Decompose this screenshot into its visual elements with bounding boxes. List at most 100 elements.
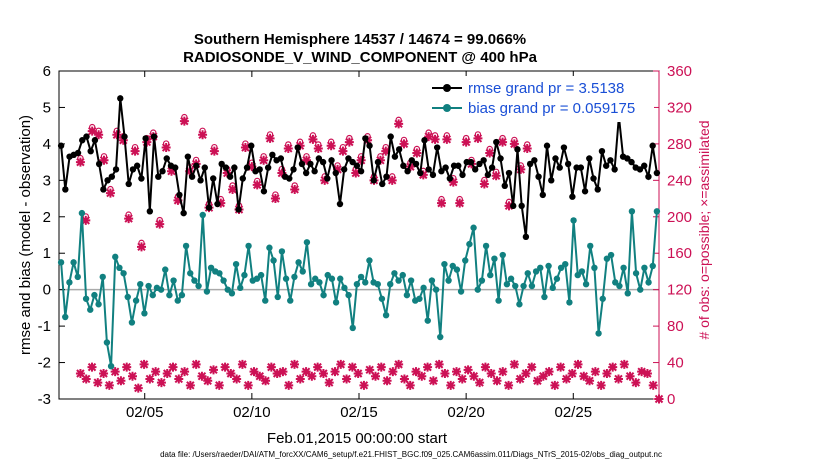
rmse-point: [607, 157, 614, 164]
rmse-point: [74, 149, 82, 157]
obs-assimilated-low-marker: [573, 359, 583, 369]
obs-assimilated-marker: [344, 137, 354, 147]
rmse-point: [518, 202, 525, 210]
obs-assimilated-low-marker: [272, 368, 282, 378]
bias-point: [203, 288, 211, 295]
rmse-point: [535, 173, 542, 180]
legend: rmse grand pr = 3.5138 bias grand pr = 0…: [428, 76, 654, 122]
obs-assimilated-low-marker: [405, 380, 415, 390]
obs-assimilated-low-marker: [428, 376, 438, 386]
bias-point: [582, 281, 590, 288]
obs-assimilated-low-marker: [480, 362, 490, 372]
obs-assimilated-low-marker: [318, 368, 328, 378]
bias-point: [220, 277, 227, 284]
obs-assimilated-low-marker: [394, 359, 404, 369]
bias-point: [545, 262, 552, 270]
obs-assimilated-marker: [87, 126, 97, 136]
y-right-tick-label: 160: [667, 245, 692, 262]
rmse-point: [197, 177, 204, 184]
rmse-point: [315, 155, 323, 162]
bias-point: [232, 260, 240, 268]
obs-assimilated-low-marker: [116, 376, 126, 386]
bias-point: [424, 317, 431, 324]
rmse-point: [332, 169, 339, 177]
obs-assimilated-marker: [351, 168, 361, 178]
obs-assimilated-marker: [252, 180, 262, 190]
obs-assimilated-low-marker: [423, 362, 433, 372]
bias-point: [499, 251, 506, 259]
rmse-point: [163, 155, 170, 162]
rmse-point: [243, 164, 251, 171]
obs-assimilated-marker: [356, 155, 366, 165]
rmse-point: [108, 173, 116, 180]
rmse-point: [357, 168, 365, 175]
rmse-point: [480, 157, 487, 164]
obs-assimilated-low-marker: [625, 371, 635, 381]
bias-point: [295, 259, 302, 266]
obs-assimilated-low-marker: [75, 368, 85, 378]
obs-assimilated-low-marker: [521, 368, 531, 378]
rmse-point: [641, 162, 648, 169]
obs-assimilated-marker: [448, 177, 458, 187]
obs-assimilated-low-marker: [290, 359, 299, 369]
bias-point: [120, 270, 127, 277]
rmse-point: [286, 175, 293, 182]
bias-point: [262, 297, 269, 304]
y-right-tick-label: 120: [667, 282, 692, 299]
obs-assimilated-marker: [265, 133, 275, 143]
obs-assimilated-low-marker: [614, 374, 623, 384]
bias-point: [403, 291, 411, 299]
rmse-point: [370, 177, 377, 184]
obs-assimilated-low-marker: [99, 368, 109, 378]
rmse-point: [95, 160, 103, 168]
rmse-point: [210, 175, 217, 182]
bias-point: [474, 286, 481, 293]
rmse-point: [100, 186, 107, 193]
obs-assimilated-low-marker: [567, 368, 577, 378]
rmse-point: [336, 200, 344, 208]
bias-point: [653, 208, 661, 215]
obs-assimilated-marker: [161, 143, 171, 153]
bias-point: [87, 306, 94, 313]
rmse-point: [146, 208, 154, 215]
chart-title-line1: Southern Hemisphere 14537 / 14674 = 99.0…: [194, 31, 526, 48]
y-right-tick-label: 280: [667, 136, 692, 153]
y-tick-label: 0: [43, 282, 51, 299]
obs-assimilated-marker: [399, 139, 409, 149]
bias-point: [507, 275, 515, 282]
obs-assimilated-marker: [473, 133, 483, 143]
rmse-point: [349, 158, 356, 166]
bias-point: [537, 264, 544, 271]
obs-assimilated-low-marker: [550, 380, 560, 390]
rmse-point: [412, 160, 420, 168]
obs-assimilated-marker: [509, 139, 519, 149]
obs-assimilated-low-marker: [359, 380, 369, 390]
rmse-point: [510, 202, 517, 210]
rmse-point: [319, 158, 327, 166]
rmse-point: [653, 169, 661, 177]
obs-assimilated-low-marker: [469, 371, 479, 381]
obs-assimilated-marker: [498, 137, 508, 147]
bias-point: [407, 277, 415, 284]
rmse-point: [526, 160, 534, 168]
y-tick-label: 1: [43, 245, 51, 262]
bias-point: [312, 275, 319, 282]
rmse-point: [180, 209, 187, 217]
obs-assimilated-low-marker: [301, 367, 311, 377]
obs-assimilated-low-marker: [556, 362, 566, 372]
bias-point: [145, 282, 152, 290]
obs-assimilated-low-marker: [457, 374, 467, 384]
obs-assimilated-low-marker: [365, 365, 375, 375]
obs-assimilated-marker: [198, 130, 208, 140]
bias-point: [170, 277, 177, 284]
obs-assimilated-low-marker: [203, 376, 213, 386]
bias-point: [278, 248, 286, 255]
obs-assimilated-low-marker: [590, 367, 600, 377]
rmse-point: [171, 164, 179, 171]
obs-assimilated-low-marker: [249, 367, 259, 377]
obs-assimilated-marker: [222, 168, 232, 178]
bias-point: [441, 260, 448, 268]
bias-point: [320, 291, 327, 299]
obs-assimilated-low-marker: [376, 362, 386, 372]
bias-point: [528, 282, 536, 290]
